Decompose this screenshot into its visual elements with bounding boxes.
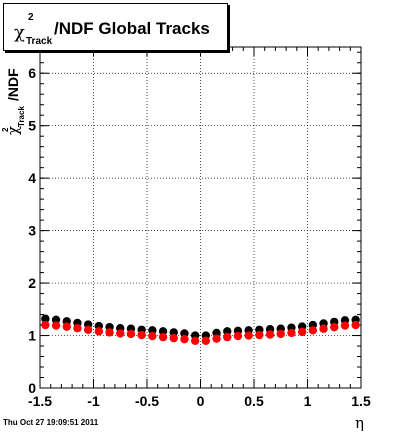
series-2 [41,320,360,345]
data-point [83,325,93,334]
data-point [73,323,82,333]
data-point [148,331,157,341]
y-tick-label: 6 [28,65,36,81]
data-point [51,321,61,330]
x-tick-label: -1 [87,393,100,409]
grid [40,47,361,388]
data-point [126,329,136,339]
y-tick-label: 0 [28,380,36,396]
data-point [105,328,114,337]
svg-text:/NDF: /NDF [5,68,21,101]
data-point [169,333,178,343]
data-point [330,322,339,332]
data-point [212,328,221,338]
data-point [41,320,50,330]
title-subscript: Track [26,36,53,47]
svg-text:χ: χ [4,126,22,135]
y-axis-label: χ 2 Track /NDF [1,68,26,135]
data-point [62,322,71,331]
y-tick-label: 3 [28,223,36,239]
chart-title: /NDF Global Tracks [54,19,210,38]
data-point [223,327,232,336]
y-tick-label: 5 [28,118,36,134]
chart-title-box: χ 2 Track /NDF Global Tracks [3,3,228,51]
data-point [158,332,168,342]
data-points [41,314,360,345]
y-tick-label: 1 [28,328,36,344]
data-point [158,327,168,336]
y-tick-label: 2 [28,275,36,291]
x-tick-label: -1.5 [28,393,52,409]
title-chi: χ [14,22,25,43]
data-point [212,334,221,343]
data-point [137,330,146,340]
data-point [148,326,157,335]
x-axis-label: η [355,414,364,432]
data-point [351,320,360,330]
data-point [255,330,264,340]
data-point [41,314,50,323]
x-tick-label: 1.5 [351,393,371,409]
data-point [319,324,328,333]
timestamp: Thu Oct 27 19:09:51 2011 [3,418,99,427]
data-point [94,327,104,336]
title-superscript: 2 [28,12,34,23]
data-point [169,328,178,337]
data-point [276,329,285,339]
data-point [287,328,296,338]
data-point [265,330,275,339]
data-point [201,336,211,345]
data-point [233,331,243,341]
tick-labels: -1.5 -1 -0.5 0 0.5 1 1.5 0 1 2 3 4 5 6 [28,65,371,409]
data-point [297,327,307,337]
data-point [180,329,189,338]
data-point [340,321,350,330]
x-tick-label: 1 [304,393,312,409]
x-tick-label: 0.5 [244,393,264,409]
data-point [116,329,125,338]
data-point [244,331,253,340]
x-tick-label: -0.5 [135,393,159,409]
y-tick-label: 4 [28,170,36,186]
data-point [180,335,189,344]
data-point [51,315,61,324]
data-point [190,336,200,345]
svg-text:Track: Track [17,106,26,127]
x-tick-label: 0 [197,393,205,409]
data-point [308,326,318,335]
data-point [223,332,232,342]
svg-text:2: 2 [1,127,10,132]
